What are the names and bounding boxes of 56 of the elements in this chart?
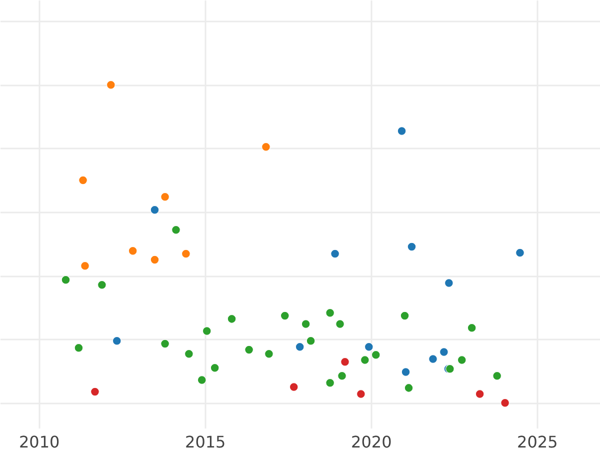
point xyxy=(261,142,270,152)
point xyxy=(330,249,340,258)
point xyxy=(400,311,410,320)
point xyxy=(360,355,370,364)
point xyxy=(80,261,90,270)
point xyxy=(61,275,70,284)
point xyxy=(338,371,346,380)
point xyxy=(356,390,366,398)
point xyxy=(210,363,220,372)
point xyxy=(515,248,524,258)
point xyxy=(397,126,406,136)
point xyxy=(128,246,138,256)
point xyxy=(301,320,310,328)
point xyxy=(475,390,484,398)
point xyxy=(340,357,350,366)
point xyxy=(439,348,448,356)
point xyxy=(150,205,160,214)
point xyxy=(97,280,106,290)
point xyxy=(184,349,194,358)
point xyxy=(457,355,466,364)
point xyxy=(74,343,84,352)
point xyxy=(90,387,100,396)
point xyxy=(326,308,335,318)
point xyxy=(227,314,236,324)
point xyxy=(202,326,212,336)
point xyxy=(244,345,254,354)
point xyxy=(78,176,88,185)
point xyxy=(306,336,316,346)
point xyxy=(404,383,414,392)
point xyxy=(364,342,374,352)
point xyxy=(150,255,160,264)
point xyxy=(401,368,410,377)
point xyxy=(106,80,116,90)
point xyxy=(112,336,122,346)
point xyxy=(264,349,274,358)
point xyxy=(428,354,438,364)
point xyxy=(160,339,170,348)
point xyxy=(492,371,502,380)
point xyxy=(280,311,290,320)
point xyxy=(500,398,510,408)
point xyxy=(467,323,476,332)
point xyxy=(289,382,298,392)
point xyxy=(197,376,206,384)
x-tick-label: 2015 xyxy=(185,432,226,450)
point xyxy=(336,320,344,328)
point xyxy=(160,192,170,202)
point xyxy=(326,378,335,388)
point xyxy=(295,342,304,352)
x-tick-label: 2020 xyxy=(351,432,392,450)
point xyxy=(444,278,454,288)
point xyxy=(181,249,190,258)
x-tick-label: 2010 xyxy=(18,432,60,450)
x-tick-label: 2025 xyxy=(517,432,558,450)
point xyxy=(407,242,416,252)
point xyxy=(371,350,380,360)
point xyxy=(172,225,180,234)
